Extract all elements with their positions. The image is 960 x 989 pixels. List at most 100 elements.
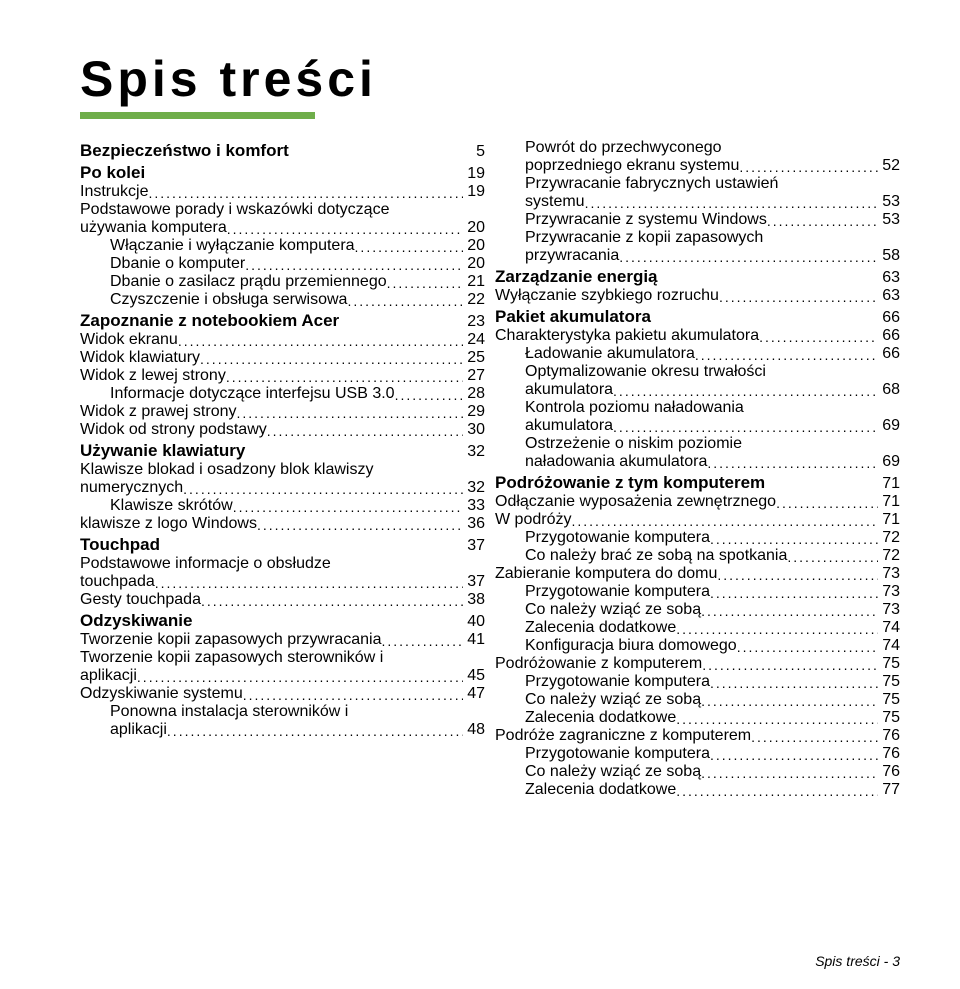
toc-entry: Kontrola poziomu naładowania: [495, 399, 900, 417]
toc-entry: Podstawowe porady i wskazówki dotyczące: [80, 201, 485, 219]
toc-label: Podróże zagraniczne z komputerem: [495, 727, 751, 745]
toc-label: Co należy wziąć ze sobą: [495, 601, 701, 619]
toc-leader: [767, 213, 878, 229]
toc-page: 20: [463, 237, 485, 255]
toc-label: Bezpieczeństwo i komfort: [80, 141, 289, 161]
toc-label: akumulatora: [495, 381, 613, 399]
toc-leader: [226, 369, 463, 385]
toc-label: Dbanie o komputer: [80, 255, 245, 273]
toc-page: 69: [878, 417, 900, 435]
toc-page: 20: [463, 219, 485, 237]
toc-leader: [167, 723, 463, 739]
toc-entry: Widok z prawej strony29: [80, 403, 485, 421]
toc-label: Odzyskiwanie: [80, 611, 192, 631]
toc-page: 37: [463, 573, 485, 591]
toc-entry: Widok ekranu24: [80, 331, 485, 349]
toc-entry: Przygotowanie komputera73: [495, 583, 900, 601]
toc-page: 30: [463, 421, 485, 439]
toc-label: klawisze z logo Windows: [80, 515, 257, 533]
toc-entry: Bezpieczeństwo i komfort 5: [80, 141, 485, 161]
toc-entry: Zapoznanie z notebookiem Acer23: [80, 311, 485, 331]
toc-entry: akumulatora68: [495, 381, 900, 399]
toc-leader: [676, 711, 878, 727]
toc-entry: Co należy wziąć ze sobą75: [495, 691, 900, 709]
toc-page: 53: [878, 211, 900, 229]
toc-page: 37: [463, 537, 485, 555]
toc-entry: naładowania akumulatora69: [495, 453, 900, 471]
toc-leader: [245, 257, 463, 273]
page-footer: Spis treści - 3: [815, 953, 900, 969]
toc-label: Powrót do przechwyconego: [495, 139, 722, 157]
toc-leader: [387, 275, 464, 291]
toc-page: 71: [878, 493, 900, 511]
toc-label: Podstawowe informacje o obsłudze: [80, 555, 331, 573]
toc-page: 58: [878, 247, 900, 265]
toc-leader: [676, 783, 878, 799]
toc-entry: przywracania58: [495, 247, 900, 265]
toc-entry: Zalecenia dodatkowe77: [495, 781, 900, 799]
toc-label: Ponowna instalacja sterowników i: [80, 703, 348, 721]
toc-page: 45: [463, 667, 485, 685]
toc-entry: Klawisze blokad i osadzony blok klawiszy: [80, 461, 485, 479]
toc-entry: Klawisze skrótów 33: [80, 497, 485, 515]
title-rule: [80, 112, 315, 119]
toc-label: aplikacji: [80, 721, 167, 739]
toc-label: Odłączanie wyposażenia zewnętrznego: [495, 493, 776, 511]
toc-label: Przywracanie z kopii zapasowych: [495, 229, 763, 247]
toc-leader: [183, 481, 463, 497]
toc-leader: [148, 185, 463, 201]
toc-leader: [613, 419, 878, 435]
toc-page: 5: [472, 143, 485, 161]
toc-column-right: Powrót do przechwyconegopoprzedniego ekr…: [495, 139, 900, 799]
toc-leader: [395, 387, 464, 403]
toc-entry: Czyszczenie i obsługa serwisowa22: [80, 291, 485, 309]
toc-label: Tworzenie kopii zapasowych przywracania: [80, 631, 381, 649]
toc-entry: Widok klawiatury25: [80, 349, 485, 367]
toc-page: 52: [878, 157, 900, 175]
toc-page: 25: [463, 349, 485, 367]
toc-page: 73: [878, 565, 900, 583]
toc-entry: Podróżowanie z tym komputerem71: [495, 473, 900, 493]
page-title: Spis treści: [80, 50, 900, 108]
toc-leader: [751, 729, 878, 745]
toc-leader: [676, 621, 878, 637]
toc-page: 76: [878, 727, 900, 745]
toc-page: 72: [878, 547, 900, 565]
toc-columns: Bezpieczeństwo i komfort5Po kolei19Instr…: [80, 139, 900, 799]
toc-page: 33: [463, 497, 485, 515]
toc-label: Przygotowanie komputera: [495, 529, 710, 547]
toc-leader: [571, 513, 878, 529]
toc-entry: Charakterystyka pakietu akumulatora66: [495, 327, 900, 345]
toc-leader: [787, 549, 878, 565]
toc-label: Odzyskiwanie systemu: [80, 685, 243, 703]
toc-page: 66: [878, 345, 900, 363]
toc-leader: [739, 159, 878, 175]
toc-page: 36: [463, 515, 485, 533]
toc-label: poprzedniego ekranu systemu: [495, 157, 739, 175]
toc-label: systemu: [495, 193, 585, 211]
toc-label: Podstawowe porady i wskazówki dotyczące: [80, 201, 389, 219]
toc-label: Co należy wziąć ze sobą: [495, 763, 701, 781]
toc-label: Charakterystyka pakietu akumulatora: [495, 327, 759, 345]
toc-page: 75: [878, 673, 900, 691]
toc-leader: [710, 531, 878, 547]
toc-entry: Odzyskiwanie40: [80, 611, 485, 631]
toc-label: Klawisze skrótów: [80, 497, 233, 515]
toc-entry: W podróży71: [495, 511, 900, 529]
toc-label: Widok z lewej strony: [80, 367, 226, 385]
toc-label: Używanie klawiatury: [80, 441, 245, 461]
toc-entry: Touchpad37: [80, 535, 485, 555]
toc-page: 77: [878, 781, 900, 799]
toc-page: 71: [878, 475, 900, 493]
toc-leader: [257, 517, 463, 533]
toc-entry: Wyłączanie szybkiego rozruchu63: [495, 287, 900, 305]
toc-leader: [381, 633, 463, 649]
toc-leader: [710, 747, 878, 763]
toc-page: 32: [463, 479, 485, 497]
toc-entry: Zalecenia dodatkowe74: [495, 619, 900, 637]
toc-leader: [759, 329, 878, 345]
toc-label: Co należy brać ze sobą na spotkania: [495, 547, 787, 565]
toc-leader: [613, 383, 878, 399]
toc-label: Zalecenia dodatkowe: [495, 619, 676, 637]
toc-page: 75: [878, 691, 900, 709]
